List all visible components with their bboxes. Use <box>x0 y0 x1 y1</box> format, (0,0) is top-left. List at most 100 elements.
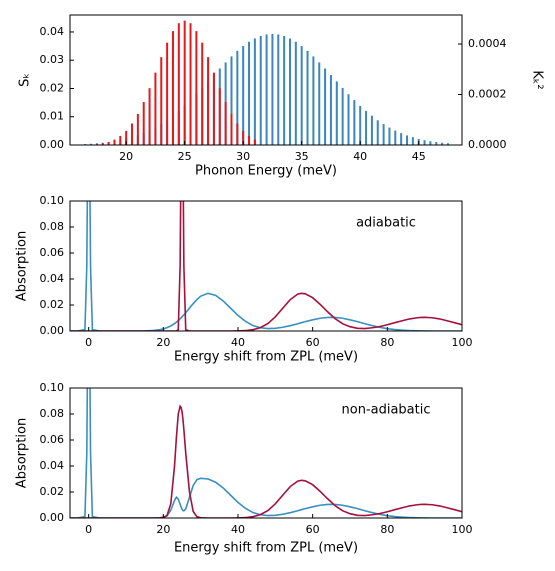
y2-tick-label: 0.0004 <box>468 37 507 50</box>
bar <box>160 57 163 145</box>
bar <box>423 140 426 145</box>
bar <box>353 100 356 145</box>
x-tick-label: 45 <box>412 150 426 163</box>
bar <box>294 41 297 145</box>
x-tick-label: 0 <box>85 336 92 349</box>
y-tick-label: 0.04 <box>40 272 65 285</box>
bar <box>265 34 268 145</box>
bar <box>435 141 438 145</box>
bar <box>329 75 332 145</box>
bar <box>271 33 274 145</box>
y-tick-label: 0.10 <box>40 381 65 394</box>
x-tick-label: 20 <box>156 523 170 536</box>
y2-tick-label: 0.0002 <box>468 88 507 101</box>
curve <box>70 404 462 518</box>
x-tick-label: 100 <box>452 523 473 536</box>
bar <box>335 81 338 145</box>
y-tick-label: 0.03 <box>40 53 65 66</box>
y-tick-label: 0.06 <box>40 433 65 446</box>
bar <box>277 34 280 145</box>
x-tick-label: 35 <box>295 150 309 163</box>
x-tick-label: 40 <box>231 336 245 349</box>
x-axis-label: Energy shift from ZPL (meV) <box>174 541 358 556</box>
y-tick-label: 0.04 <box>40 25 65 38</box>
x-tick-label: 80 <box>380 523 394 536</box>
x-tick-label: 30 <box>236 150 250 163</box>
bar <box>119 135 122 145</box>
y-tick-label: 0.00 <box>40 324 65 337</box>
bar <box>101 143 104 145</box>
bar <box>171 31 174 145</box>
y-tick-label: 0.06 <box>40 246 65 259</box>
bar <box>177 23 180 145</box>
x-tick-label: 60 <box>306 336 320 349</box>
annotation: adiabatic <box>356 216 416 231</box>
x-tick-label: 80 <box>380 336 394 349</box>
bar <box>242 46 245 145</box>
bar <box>394 130 397 145</box>
bar <box>376 120 379 145</box>
bar <box>90 143 93 145</box>
y-tick-label: 0.10 <box>40 194 65 207</box>
bar <box>370 115 373 145</box>
y-axis-label: Sₖ <box>18 73 33 87</box>
bar <box>242 130 245 145</box>
y-tick-label: 0.01 <box>40 110 65 123</box>
plot-area <box>70 388 462 518</box>
y-tick-label: 0.02 <box>40 81 65 94</box>
annotation: non-adiabatic <box>342 403 431 418</box>
y-tick-label: 0.08 <box>40 407 65 420</box>
bar <box>306 50 309 145</box>
x-tick-label: 0 <box>85 523 92 536</box>
bar <box>248 135 251 145</box>
bar <box>136 113 139 145</box>
x-tick-label: 20 <box>119 150 133 163</box>
y-tick-label: 0.00 <box>40 511 65 524</box>
x-tick-label: 20 <box>156 336 170 349</box>
x-axis-label: Energy shift from ZPL (meV) <box>174 350 358 365</box>
y-axis-label: Absorption <box>15 418 30 488</box>
bar <box>218 88 221 145</box>
bar <box>183 20 186 145</box>
bar <box>189 23 192 145</box>
bar <box>224 102 227 145</box>
bar <box>84 143 87 145</box>
y-tick-label: 0.00 <box>40 138 65 151</box>
plot-area <box>70 201 462 331</box>
bar <box>288 38 291 145</box>
y-tick-label: 0.02 <box>40 298 65 311</box>
bar <box>95 143 98 145</box>
bar <box>365 110 368 145</box>
bar <box>341 87 344 145</box>
bar <box>125 130 128 145</box>
bar <box>300 46 303 145</box>
axes-frame <box>69 387 463 519</box>
bar <box>388 127 391 145</box>
y-axis-label: Absorption <box>15 231 30 301</box>
plot-area <box>84 20 449 145</box>
bar <box>253 38 256 145</box>
bar <box>142 102 145 145</box>
bar <box>154 72 157 145</box>
bar <box>107 141 110 145</box>
bar <box>406 135 409 145</box>
bar <box>411 137 414 145</box>
curve <box>70 388 462 518</box>
bar <box>382 124 385 145</box>
x-tick-label: 100 <box>452 336 473 349</box>
bar <box>446 143 449 145</box>
bar <box>318 62 321 145</box>
curve <box>70 201 462 331</box>
bar <box>212 72 215 145</box>
bar <box>324 68 327 145</box>
x-tick-label: 25 <box>178 150 192 163</box>
y-tick-label: 0.04 <box>40 459 65 472</box>
y-tick-label: 0.02 <box>40 485 65 498</box>
bar <box>131 123 134 145</box>
bar <box>283 35 286 145</box>
bar <box>148 88 151 145</box>
x-tick-label: 40 <box>231 523 245 536</box>
y2-axis-label: Kₖ² <box>530 70 545 89</box>
curve <box>70 201 462 331</box>
